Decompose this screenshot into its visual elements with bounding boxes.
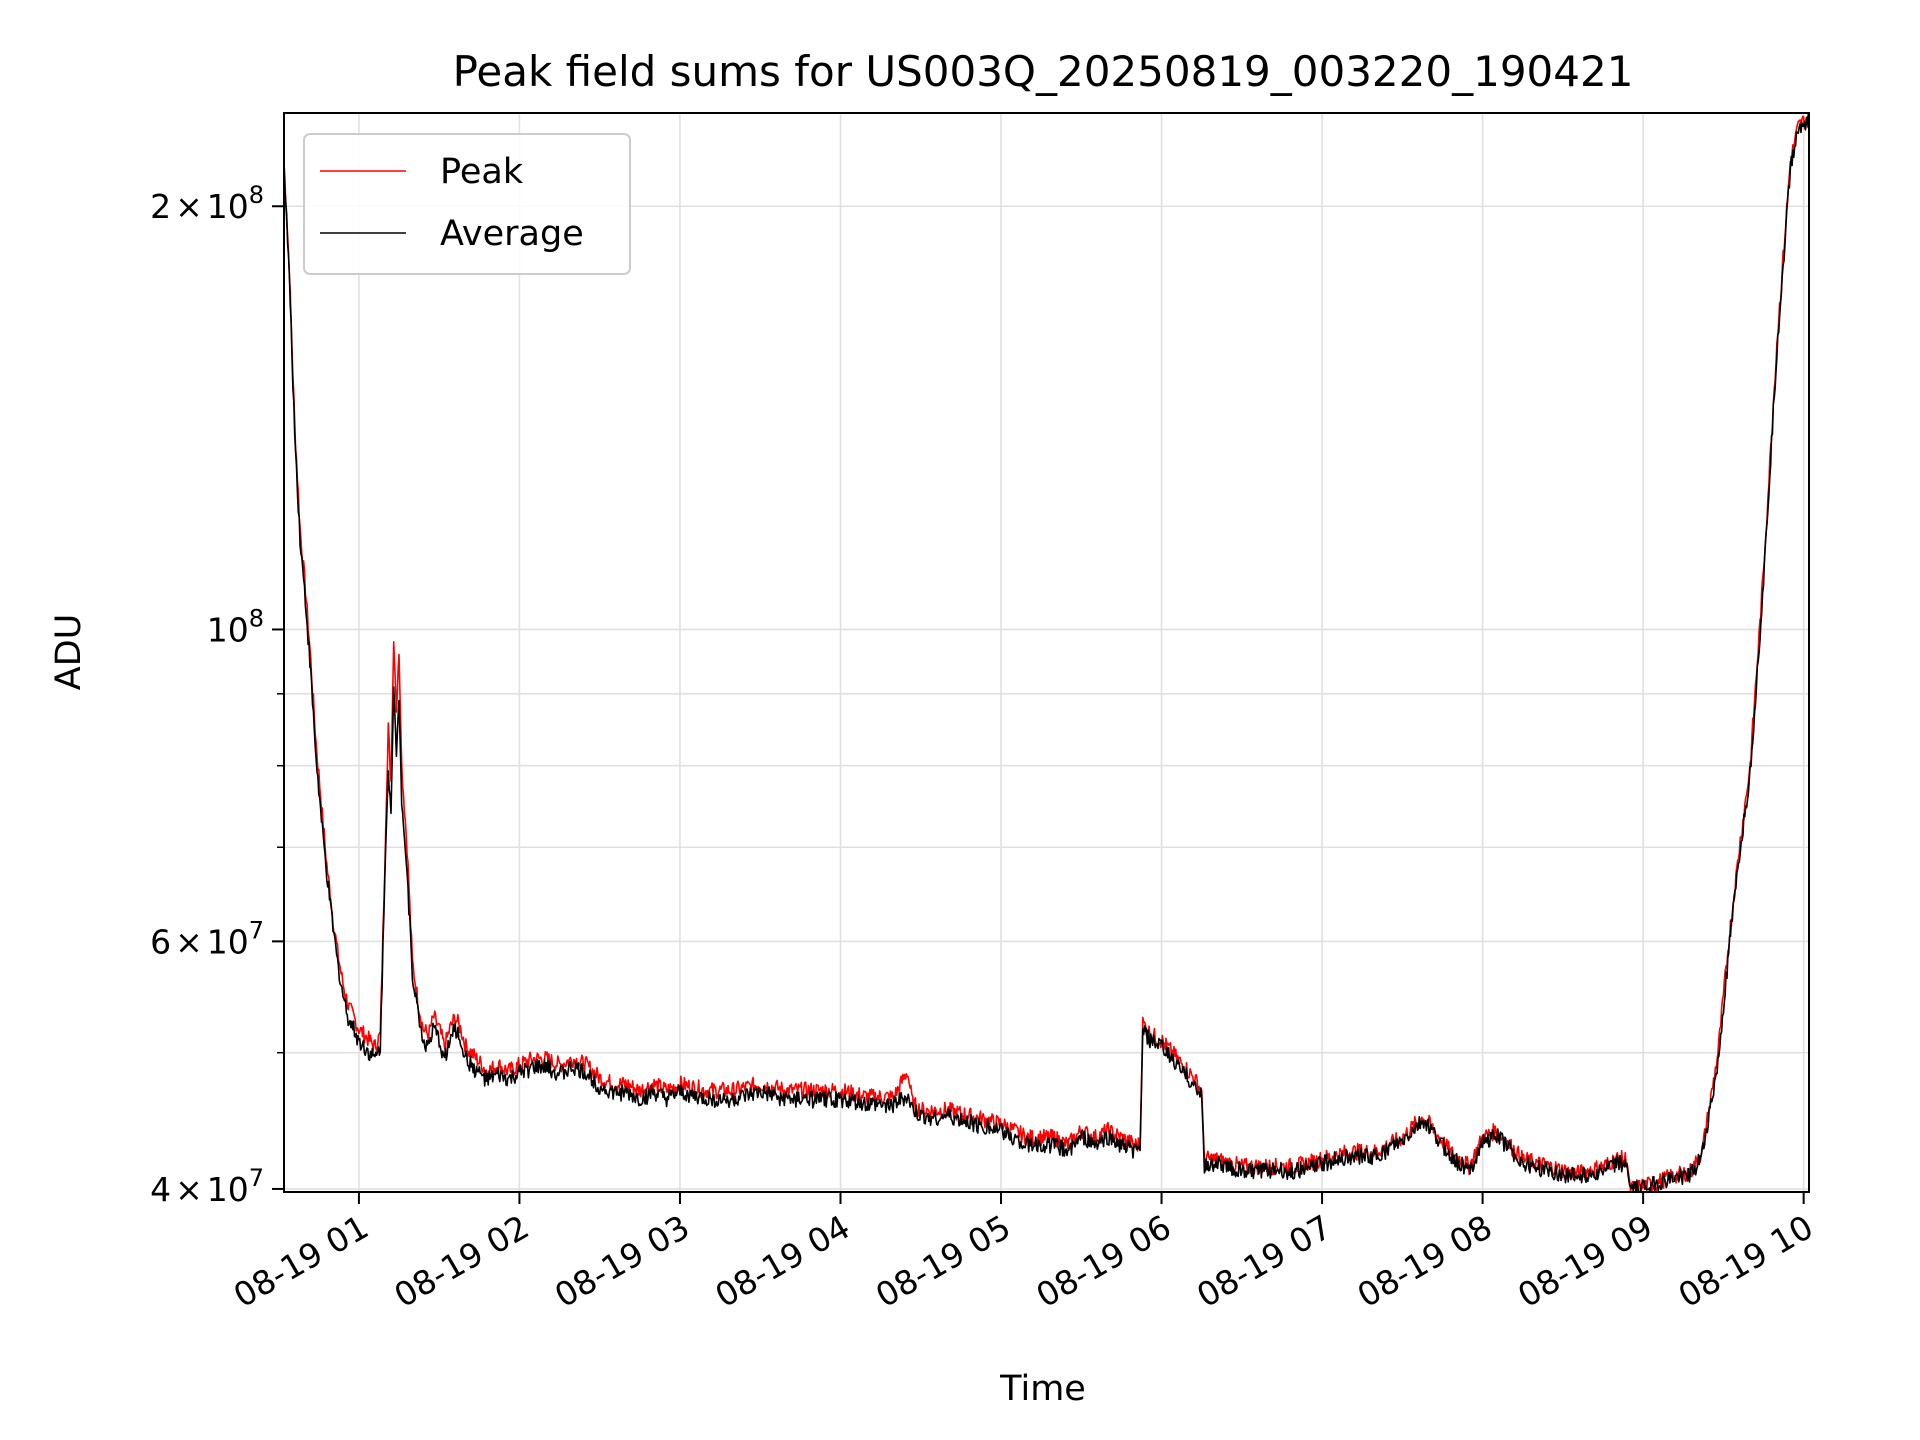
y-axis: 4 × 107 6 × 107 108 2 × 108 <box>150 181 284 1209</box>
grid <box>284 113 1809 1192</box>
x-axis-label: Time <box>999 1369 1086 1409</box>
plot-frame <box>283 112 1810 1193</box>
series-layer <box>283 112 1810 1193</box>
chart-title: Peak field sums for US003Q_20250819_0032… <box>453 47 1634 96</box>
legend-label-peak: Peak <box>440 152 524 192</box>
legend-box <box>303 133 631 275</box>
y-axis-label: ADU <box>49 614 89 691</box>
y-tick-label: 6 × 107 <box>150 916 264 961</box>
series-line-average <box>283 116 1810 1193</box>
y-tick-label: 4 × 107 <box>150 1164 264 1209</box>
legend: Peak Average <box>303 133 631 275</box>
y-tick-label: 108 <box>207 604 264 649</box>
legend-label-average: Average <box>440 214 584 254</box>
y-tick-label: 2 × 108 <box>150 181 264 226</box>
